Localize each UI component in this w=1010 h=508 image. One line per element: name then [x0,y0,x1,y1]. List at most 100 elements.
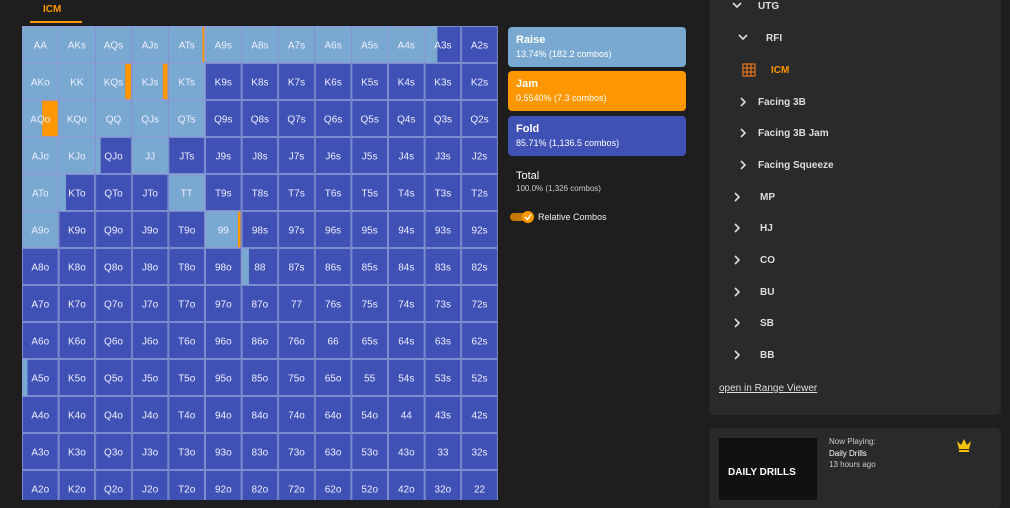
cell-fold [314,470,352,500]
cell-border [278,211,315,248]
cell-fold [168,470,205,500]
thumbnail[interactable] [719,438,817,500]
hand-label: A9s [215,41,232,52]
cell-border [205,26,242,63]
cell-raise [168,63,205,100]
cell-border [388,396,425,433]
hand-label: 32o [435,485,452,496]
cell-border [241,396,279,433]
cell-fold [388,211,425,248]
tab[interactable]: ICM [43,4,62,15]
nav-spot[interactable]: Facing 3B Jam [758,128,829,139]
cell-border [388,63,425,100]
cell-border [58,322,96,359]
nav-position[interactable]: BU [760,287,775,298]
cell-border [95,470,132,500]
nav-spot[interactable]: Facing Squeeze [758,160,834,171]
hand-label: J5o [142,374,159,385]
cell-border [168,211,205,248]
cell-fold [351,174,388,211]
nav-position[interactable]: CO [760,255,775,266]
cell-border [22,396,59,433]
cell-fold [168,433,205,470]
legend-name: Fold [516,123,540,135]
cell-fold [168,248,205,285]
cell-fold [278,211,315,248]
cell-border [131,248,169,285]
cell-border [388,359,425,396]
cell-fold [351,433,388,470]
cell-fold [168,211,205,248]
cell-border [95,396,132,433]
hand-label: 65o [325,374,342,385]
hand-label: A2o [31,485,49,496]
range-viewer-link[interactable]: open in Range Viewer [719,383,818,394]
nav-active[interactable]: ICM [771,65,790,76]
cell-fold [388,433,425,470]
cell-border [424,63,462,100]
nav-spot[interactable]: Facing 3B [758,97,806,108]
cell-border [131,100,169,137]
cell-raise [95,63,126,100]
cell-fold [95,322,132,359]
cell-border [95,359,132,396]
cell-fold [95,359,132,396]
cell-border [205,63,242,100]
hand-label: J9o [142,226,159,237]
cell-border [131,26,169,63]
cell-raise [22,63,59,100]
cell-fold [461,433,498,470]
nav-icons [732,2,756,360]
hand-label: 77 [291,300,303,311]
nav-position[interactable]: UTG [758,1,780,12]
hand-label: T8o [178,263,196,274]
hand-label: 84s [398,263,414,274]
cell-border [424,322,462,359]
hand-label: K9s [215,78,232,89]
cell-border [278,248,315,285]
hand-label: T4o [178,411,196,422]
cell-fold [241,359,279,396]
hand-label: A6s [324,41,341,52]
thumbnail-title: DAILY DRILLS [728,467,796,478]
hand-label: KJs [142,78,159,89]
nav-position[interactable]: SB [760,318,774,329]
cell-raise [22,100,43,137]
nav-spot[interactable]: RFI [766,33,783,44]
cell-raise [205,211,238,248]
cell-border [58,211,96,248]
nav-position[interactable]: MP [760,192,775,203]
cell-border [22,322,59,359]
cell-raise [58,26,96,63]
toggle-label[interactable]: Relative Combos [538,212,607,222]
cell-border [461,26,498,63]
cell-border [95,137,132,174]
tab-underline [30,21,82,23]
cell-fold [95,396,132,433]
total-label: Total [516,170,540,182]
cell-border [388,322,425,359]
cell-border [314,211,352,248]
cell-fold [461,285,498,322]
nav-position[interactable]: BB [760,350,775,361]
hand-label: 43s [435,411,451,422]
cell-fold [314,63,352,100]
cell-fold [278,322,315,359]
cell-fold [424,470,462,500]
hand-label: 75s [362,300,378,311]
toggle[interactable] [509,210,537,224]
hand-label: J8o [142,263,159,274]
cell-fold [168,396,205,433]
cell-border [461,100,498,137]
cell-border [95,63,132,100]
hand-label: 83s [435,263,451,274]
hand-label: K7s [288,78,305,89]
cell-border [205,248,242,285]
cell-fold [95,248,132,285]
cell-border [95,211,132,248]
nav-position[interactable]: HJ [760,223,773,234]
hand-label: K7o [68,300,86,311]
hand-label: Q4o [104,411,123,422]
cell-border [351,433,388,470]
